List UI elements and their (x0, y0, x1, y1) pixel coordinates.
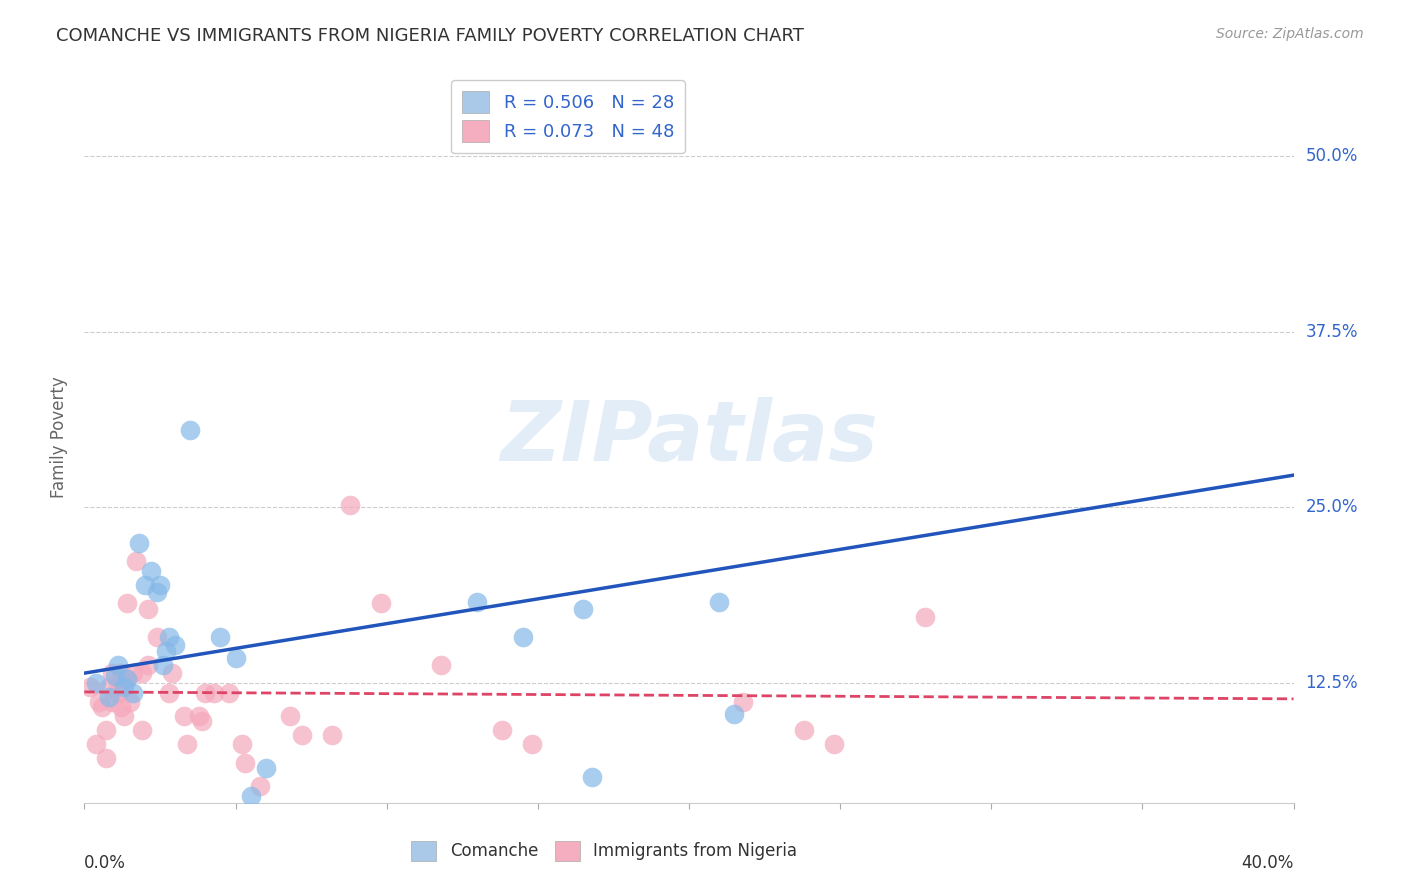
Point (146, 584, 169, 599)
Point (249, 779, 271, 793)
Point (491, 723, 513, 737)
Point (112, 708, 135, 723)
Point (149, 578, 172, 592)
Point (194, 686, 217, 700)
Point (115, 672, 138, 686)
Point (94, 723, 117, 737)
Text: 50.0%: 50.0% (1306, 147, 1358, 165)
Point (94, 751, 117, 765)
Point (278, 708, 301, 723)
Point (723, 707, 745, 722)
Point (97, 681, 120, 695)
Point (134, 578, 156, 592)
Point (467, 595, 489, 609)
Point (136, 657, 159, 672)
Point (152, 657, 174, 672)
Point (131, 723, 153, 737)
Point (136, 601, 159, 615)
Point (121, 666, 143, 681)
Point (97, 690, 120, 705)
Legend: Comanche, Immigrants from Nigeria: Comanche, Immigrants from Nigeria (405, 834, 804, 868)
Point (188, 708, 211, 723)
Point (233, 756, 256, 771)
Point (131, 666, 153, 681)
Point (118, 694, 141, 708)
Point (572, 601, 595, 615)
Point (176, 737, 198, 751)
Point (191, 714, 214, 729)
Text: 12.5%: 12.5% (1306, 674, 1358, 692)
Point (79, 681, 101, 695)
Point (125, 554, 148, 568)
Point (173, 708, 195, 723)
Point (239, 789, 262, 803)
Text: 25.0%: 25.0% (1306, 499, 1358, 516)
Point (793, 723, 815, 737)
Point (157, 686, 180, 700)
Point (430, 657, 453, 672)
Point (86, 676, 108, 690)
Point (163, 638, 186, 652)
Point (291, 728, 314, 742)
Point (110, 700, 132, 714)
Point (128, 535, 150, 549)
Y-axis label: Family Poverty: Family Poverty (51, 376, 69, 498)
Point (733, 694, 755, 708)
Point (91, 700, 114, 714)
Point (339, 498, 361, 512)
Point (160, 666, 183, 681)
Point (146, 630, 169, 644)
Point (231, 737, 253, 751)
Point (914, 610, 936, 624)
Text: 37.5%: 37.5% (1306, 323, 1358, 341)
Point (709, 595, 731, 609)
Point (218, 686, 240, 700)
Point (157, 630, 180, 644)
Point (512, 630, 534, 644)
Text: 40.0%: 40.0% (1241, 854, 1294, 872)
Point (520, 737, 543, 751)
Point (86, 737, 108, 751)
Text: Source: ZipAtlas.com: Source: ZipAtlas.com (1216, 27, 1364, 41)
Point (104, 669, 127, 683)
Point (823, 737, 845, 751)
Text: COMANCHE VS IMMIGRANTS FROM NIGERIA FAMILY POVERTY CORRELATION CHART: COMANCHE VS IMMIGRANTS FROM NIGERIA FAMI… (56, 27, 804, 45)
Point (115, 596, 138, 610)
Point (202, 686, 225, 700)
Point (100, 666, 122, 681)
Point (121, 686, 143, 700)
Point (89, 694, 111, 708)
Point (139, 564, 162, 578)
Point (112, 681, 135, 695)
Point (209, 630, 232, 644)
Point (110, 666, 132, 681)
Point (115, 672, 138, 686)
Text: ZIPatlas: ZIPatlas (501, 397, 877, 477)
Point (100, 694, 122, 708)
Text: 0.0%: 0.0% (84, 854, 127, 872)
Point (155, 644, 177, 658)
Point (581, 771, 603, 785)
Point (107, 657, 129, 672)
Point (107, 681, 129, 695)
Point (321, 728, 343, 742)
Point (179, 423, 201, 437)
Point (370, 596, 392, 610)
Point (225, 651, 247, 665)
Point (107, 686, 129, 700)
Point (254, 761, 277, 775)
